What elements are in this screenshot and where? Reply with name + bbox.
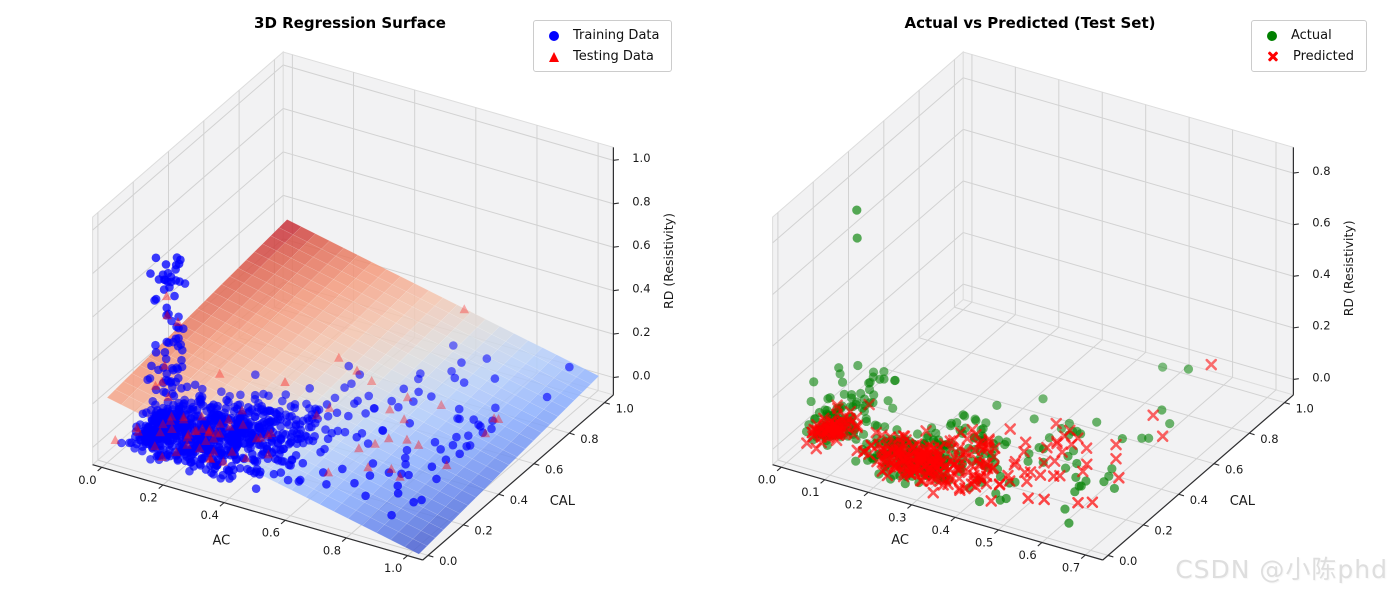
svg-text:0.4: 0.4 xyxy=(932,523,950,537)
svg-text:0.2: 0.2 xyxy=(1154,524,1172,538)
svg-text:1.0: 1.0 xyxy=(384,561,402,575)
svg-text:0.8: 0.8 xyxy=(580,432,598,446)
axis-spines xyxy=(772,147,1294,561)
svg-text:CAL: CAL xyxy=(1230,494,1256,509)
svg-text:0.4: 0.4 xyxy=(201,508,219,522)
predicted-marker-icon xyxy=(1267,51,1279,63)
svg-text:0.7: 0.7 xyxy=(1062,560,1080,574)
svg-text:AC: AC xyxy=(212,533,230,548)
watermark: CSDN @小陈phd xyxy=(1175,555,1388,584)
svg-text:0.5: 0.5 xyxy=(975,535,993,549)
actual-marker-icon xyxy=(1267,30,1277,41)
svg-text:CAL: CAL xyxy=(550,494,576,509)
svg-text:RD (Resistivity): RD (Resistivity) xyxy=(661,213,676,309)
svg-text:AC: AC xyxy=(891,533,909,548)
svg-text:0.8: 0.8 xyxy=(1312,164,1330,178)
axis-spines xyxy=(92,147,614,561)
right-plot-title: Actual vs Predicted (Test Set) xyxy=(904,14,1156,32)
axes-panes xyxy=(771,50,1295,561)
svg-text:0.4: 0.4 xyxy=(1312,267,1330,281)
svg-text:0.6: 0.6 xyxy=(1225,463,1243,477)
legend-item-actual: Actual xyxy=(1261,28,1354,43)
svg-text:0.2: 0.2 xyxy=(845,498,863,512)
tick-labels: 0.0 0.2 0.4 0.6 0.8 1.0 0.0 0.2 0.4 0.6 0.8 1.0 0.0 0… xyxy=(78,151,676,575)
testing-data-marker-icon xyxy=(549,51,559,62)
legend-label-predicted: Predicted xyxy=(1293,49,1355,64)
svg-text:1.0: 1.0 xyxy=(632,151,650,165)
svg-text:1.0: 1.0 xyxy=(1296,401,1314,415)
left-3d-plot: 0.0 0.2 0.4 0.6 0.8 1.0 0.0 0.2 0.4 0.6 0.8 1.0 0.0 0… xyxy=(78,50,676,575)
svg-text:0.8: 0.8 xyxy=(323,543,341,557)
svg-text:0.4: 0.4 xyxy=(510,493,528,507)
svg-text:0.2: 0.2 xyxy=(139,490,157,504)
left-legend: Training Data Testing Data xyxy=(533,20,673,72)
training-data-marker-icon xyxy=(549,30,559,41)
legend-item-predicted: Predicted xyxy=(1261,49,1354,64)
svg-text:0.0: 0.0 xyxy=(78,473,96,487)
right-legend: Actual Predicted xyxy=(1251,20,1368,72)
testing-data-scatter xyxy=(110,291,504,481)
legend-label-actual: Actual xyxy=(1291,28,1332,43)
svg-text:0.6: 0.6 xyxy=(1018,548,1036,562)
svg-text:0.2: 0.2 xyxy=(1312,319,1330,333)
svg-text:0.8: 0.8 xyxy=(632,195,650,209)
svg-text:0.4: 0.4 xyxy=(632,282,650,296)
svg-text:0.1: 0.1 xyxy=(801,485,819,499)
training-data-scatter xyxy=(117,253,574,520)
legend-item-training-data: Training Data xyxy=(543,28,659,43)
svg-text:0.8: 0.8 xyxy=(1260,432,1278,446)
svg-text:0.6: 0.6 xyxy=(545,463,563,477)
legend-label-testing-data: Testing Data xyxy=(573,49,654,64)
right-3d-plot: 0.0 0.1 0.2 0.3 0.4 0.5 0.6 0.7 0.0 0.2 0.4 0.6 0.8 1… xyxy=(758,50,1356,574)
svg-text:0.0: 0.0 xyxy=(439,554,457,568)
svg-text:0.0: 0.0 xyxy=(1119,554,1137,568)
left-plot-title: 3D Regression Surface xyxy=(254,14,446,32)
svg-text:0.4: 0.4 xyxy=(1190,493,1208,507)
svg-text:0.2: 0.2 xyxy=(474,524,492,538)
legend-label-training-data: Training Data xyxy=(573,28,660,43)
svg-text:0.0: 0.0 xyxy=(758,473,776,487)
svg-text:0.6: 0.6 xyxy=(632,238,650,252)
svg-text:0.6: 0.6 xyxy=(262,526,280,540)
svg-text:1.0: 1.0 xyxy=(616,401,634,415)
svg-text:0.2: 0.2 xyxy=(632,325,650,339)
legend-item-testing-data: Testing Data xyxy=(543,49,659,64)
svg-text:0.3: 0.3 xyxy=(888,510,906,524)
tick-labels: 0.0 0.1 0.2 0.3 0.4 0.5 0.6 0.7 0.0 0.2 0.4 0.6 0.8 1… xyxy=(758,164,1356,574)
svg-text:0.0: 0.0 xyxy=(632,368,650,382)
svg-text:0.6: 0.6 xyxy=(1312,216,1330,230)
predicted-scatter xyxy=(801,358,1218,509)
svg-text:0.0: 0.0 xyxy=(1312,370,1330,384)
svg-text:RD (Resistivity): RD (Resistivity) xyxy=(1341,220,1356,316)
